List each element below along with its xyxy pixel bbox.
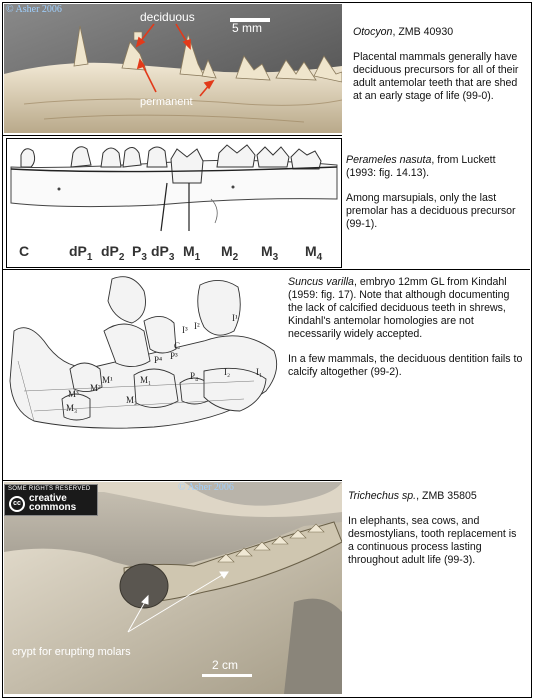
sketch-label-p4-upper: P⁴: [154, 355, 162, 365]
tooth-label-p3: P3: [132, 243, 147, 263]
sketch-label-i1-lower: I₁: [256, 367, 262, 377]
sketch-label-i2-upper: I²: [194, 321, 200, 331]
sketch-label-m2-upper: M²: [90, 383, 101, 393]
suncus-text: Suncus varilla, embryo 12mm GL from Kind…: [288, 276, 526, 391]
sketch-label-p4-lower: P₄: [190, 371, 198, 381]
sketch-label-m3-lower: M₃: [66, 403, 77, 413]
tooth-label-dp2: dP2: [101, 243, 125, 263]
trichechus-description: In elephants, sea cows, and desmostylian…: [348, 515, 517, 566]
otocyon-jaw-image: [4, 4, 342, 133]
scale-bar-2cm: [202, 674, 252, 677]
suncus-drawing: I¹ I² I³ C P³ P⁴ M¹ M² M³ M₁ M₂ M₃ P₄ I₂…: [4, 271, 284, 451]
perameles-jaw-sketch: [10, 144, 338, 232]
sketch-label-i3-upper: I³: [182, 325, 188, 335]
trichechus-photo: © Asher 2006 crypt for erupting molars 2…: [4, 482, 342, 694]
otocyon-copyright: © Asher 2006: [6, 4, 62, 15]
scale-label-2cm: 2 cm: [212, 658, 239, 672]
trichechus-taxon: Trichechus sp.: [348, 490, 417, 502]
sketch-label-c-upper: C: [174, 341, 180, 351]
sketch-label-i2-lower: I₂: [224, 367, 230, 377]
otocyon-specimen: , ZMB 40930: [392, 26, 454, 38]
trichechus-jaw-image: [4, 482, 342, 694]
sketch-label-i1-upper: I¹: [232, 313, 238, 323]
cc-logo-icon: cc: [9, 496, 25, 512]
deciduous-label: deciduous: [140, 10, 195, 24]
perameles-text: Perameles nasuta, from Luckett (1993: fi…: [346, 154, 526, 243]
trichechus-copyright: © Asher 2006: [178, 482, 234, 493]
otocyon-description: Placental mammals generally have deciduo…: [353, 51, 519, 102]
tooth-label-dp3: dP3: [151, 243, 175, 263]
trichechus-text: Trichechus sp., ZMB 35805 In elephants, …: [348, 490, 524, 579]
suncus-description: In a few mammals, the deciduous dentitio…: [288, 353, 523, 378]
sketch-label-m1-lower: M₁: [140, 375, 151, 385]
tooth-label-m2: M2: [221, 243, 239, 263]
tooth-label-m4: M4: [305, 243, 323, 263]
suncus-embryo-sketch: I¹ I² I³ C P³ P⁴ M¹ M² M³ M₁ M₂ M₃ P₄ I₂…: [9, 276, 278, 429]
perameles-citation: , from Luckett (1993: fig. 14.13).: [346, 154, 496, 179]
perameles-description: Among marsupials, only the last premolar…: [346, 192, 516, 230]
tooth-label-c: C: [19, 243, 30, 259]
scale-bar-5mm: [230, 18, 270, 22]
otocyon-text: Otocyon, ZMB 40930 Placental mammals gen…: [353, 26, 525, 115]
crypt-label: crypt for erupting molars: [12, 646, 131, 658]
otocyon-taxon: Otocyon: [353, 26, 393, 38]
trichechus-specimen: , ZMB 35805: [416, 490, 477, 502]
scale-label-5mm: 5 mm: [232, 21, 262, 35]
perameles-taxon: Perameles nasuta: [346, 154, 432, 166]
permanent-label: permanent: [140, 96, 193, 108]
sketch-label-m2-lower: M₂: [126, 395, 137, 405]
cc-rights-text: SOME RIGHTS RESERVED: [8, 486, 91, 492]
sketch-label-m1-upper: M¹: [102, 375, 113, 385]
otocyon-photo: © Asher 2006 deciduous permanent 5 mm: [4, 4, 342, 133]
perameles-drawing: C dP1 dP2 P3 dP3 M1 M2 M3 M4: [6, 138, 342, 268]
tooth-label-m3: M3: [261, 243, 279, 263]
divider-2: [2, 269, 530, 270]
creative-commons-badge[interactable]: SOME RIGHTS RESERVED cc creative commons: [4, 484, 98, 516]
suncus-taxon: Suncus varilla: [288, 276, 354, 288]
tooth-label-dp1: dP1: [69, 243, 93, 263]
tooth-label-m1: M1: [183, 243, 201, 263]
sketch-label-m3-upper: M³: [68, 389, 79, 399]
cc-wordmark: creative commons: [29, 493, 77, 513]
suncus-citation: , embryo 12mm GL from Kindahl (1959: fig…: [288, 276, 510, 340]
sketch-label-p3-upper: P³: [170, 351, 178, 361]
divider-1: [2, 135, 342, 136]
divider-3: [2, 480, 342, 481]
